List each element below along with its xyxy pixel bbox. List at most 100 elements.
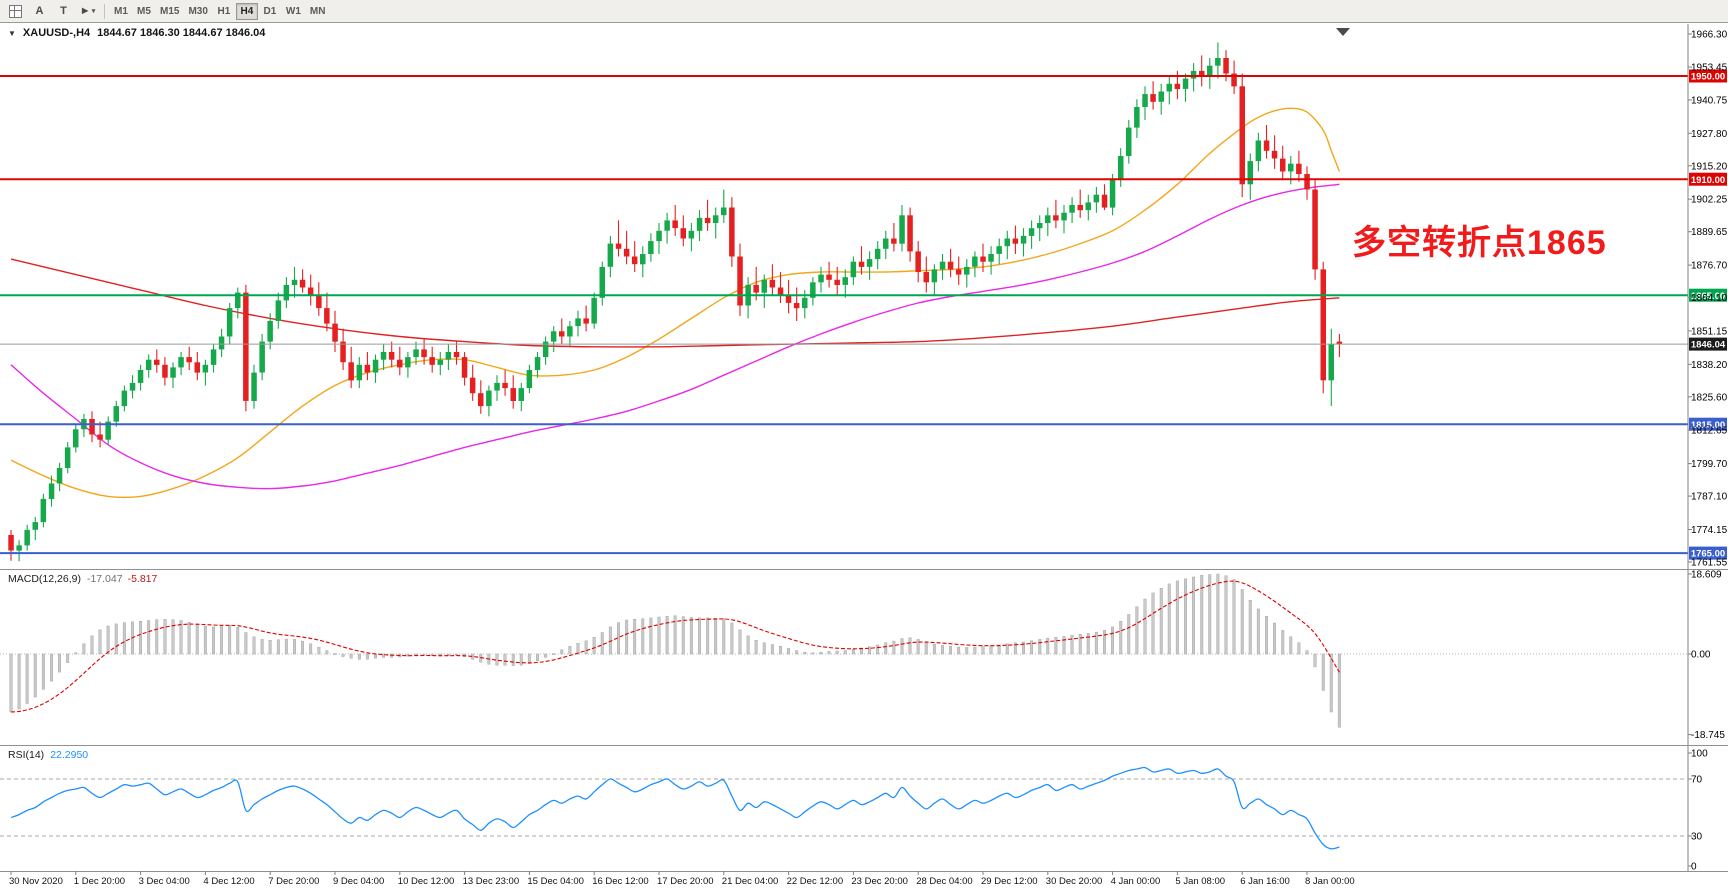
chart-shift-marker[interactable] [1336, 28, 1350, 36]
macd-label: MACD(12,26,9) -17.047 -5.817 [8, 573, 157, 585]
svg-text:1927.80: 1927.80 [1691, 129, 1728, 140]
time-label: 17 Dec 20:00 [657, 876, 714, 887]
toolbar-separator [104, 3, 105, 19]
svg-text:1846.04: 1846.04 [1691, 340, 1726, 351]
price-axis[interactable]: 1966.30 1953.45 1940.75 1927.80 1915.20 1902.… [1687, 24, 1728, 871]
time-label: 21 Dec 04:00 [722, 876, 779, 887]
timeframe-M5-button[interactable]: M5 [137, 5, 151, 17]
time-label: 13 Dec 23:00 [463, 876, 520, 887]
time-label: 16 Dec 12:00 [592, 876, 649, 887]
price-badge-1950.00 [1689, 69, 1727, 83]
time-label: 22 Dec 12:00 [787, 876, 844, 887]
current-price-badge [1689, 337, 1727, 351]
macd-signal-line[interactable] [10, 580, 1340, 713]
svg-text:1825.60: 1825.60 [1691, 392, 1728, 403]
macd-value-signal: -5.817 [127, 573, 158, 585]
chart-grid-button[interactable] [4, 1, 27, 21]
macd-pane: 18.609 0.00 -18.745 [0, 570, 1725, 741]
timeframe-group: M1 M5 M15 M30 H1 H4 D1 W1 MN [110, 2, 329, 20]
timeframe-M30-button[interactable]: M30 [188, 5, 208, 17]
pointer-tool-button[interactable]: ► ▾ [76, 1, 99, 21]
timeframe-H1-button[interactable]: H1 [217, 5, 231, 17]
svg-text:1761.55: 1761.55 [1691, 558, 1728, 569]
time-label: 30 Nov 2020 [9, 876, 63, 887]
rsi-name: RSI(14) [8, 749, 45, 761]
price-badge-1865.00 [1689, 288, 1727, 302]
drawing-tools-group: A T ► ▾ [4, 1, 99, 21]
svg-text:1966.30: 1966.30 [1691, 30, 1728, 41]
text-label-t-button[interactable]: T [52, 1, 75, 21]
timeframe-M1-button[interactable]: M1 [114, 5, 128, 17]
time-label: 6 Jan 16:00 [1240, 876, 1290, 887]
time-label: 29 Dec 12:00 [981, 876, 1038, 887]
time-label: 3 Dec 04:00 [139, 876, 190, 887]
chart-grid-icon [9, 4, 22, 18]
dropdown-caret-icon: ▾ [91, 8, 96, 15]
svg-text:100: 100 [1691, 749, 1708, 760]
svg-text:1815.00: 1815.00 [1691, 420, 1725, 431]
svg-text:1812.65: 1812.65 [1691, 426, 1728, 437]
svg-text:1876.70: 1876.70 [1691, 261, 1728, 272]
svg-text:1851.15: 1851.15 [1691, 326, 1728, 337]
time-label: 23 Dec 20:00 [851, 876, 908, 887]
ma-mid-magenta[interactable] [10, 183, 1340, 490]
svg-text:0.00: 0.00 [1691, 650, 1711, 661]
svg-text:1889.65: 1889.65 [1691, 227, 1728, 238]
price-badge-1910.00 [1689, 172, 1727, 186]
text-label-a-button[interactable]: A [28, 1, 51, 21]
time-label: 28 Dec 04:00 [916, 876, 973, 887]
text-label-t-icon: T [60, 5, 67, 17]
svg-text:1774.15: 1774.15 [1691, 525, 1728, 536]
timeframe-D1-button[interactable]: D1 [263, 5, 277, 17]
ma-fast-orange[interactable] [10, 107, 1341, 499]
time-label: 5 Jan 08:00 [1175, 876, 1225, 887]
svg-text:1799.70: 1799.70 [1691, 459, 1728, 470]
ma-slow-red[interactable] [10, 258, 1340, 348]
timeframe-MN-button[interactable]: MN [309, 5, 326, 17]
pointer-tool-icon: ► [79, 5, 91, 17]
time-label: 4 Jan 00:00 [1111, 876, 1161, 887]
svg-text:1864.10: 1864.10 [1691, 293, 1728, 304]
time-label: 15 Dec 04:00 [527, 876, 584, 887]
svg-text:-18.745: -18.745 [1691, 730, 1725, 741]
timeframe-M15-button[interactable]: M15 [160, 5, 180, 17]
time-label: 4 Dec 12:00 [203, 876, 254, 887]
svg-text:1953.45: 1953.45 [1691, 63, 1728, 74]
macd-name: MACD(12,26,9) [8, 573, 81, 585]
rsi-label: RSI(14) 22.2950 [8, 749, 88, 761]
toolbar: A T ► ▾ M1 M5 M15 M30 H1 H4 D1 W1 MN [0, 0, 1728, 23]
rsi-line[interactable] [10, 766, 1340, 850]
svg-text:1950.00: 1950.00 [1691, 72, 1725, 83]
svg-text:1787.10: 1787.10 [1691, 492, 1728, 503]
time-label: 8 Jan 00:00 [1305, 876, 1355, 887]
svg-text:1902.25: 1902.25 [1691, 195, 1728, 206]
svg-text:1915.20: 1915.20 [1691, 161, 1728, 172]
price-badge-1815.00 [1689, 417, 1727, 431]
ohlc-values: 1844.67 1846.30 1844.67 1846.04 [97, 27, 266, 39]
rsi-pane: 100 70 30 0 [0, 749, 1708, 873]
time-label: 30 Dec 20:00 [1046, 876, 1103, 887]
timeframe-W1-button[interactable]: W1 [285, 5, 301, 17]
svg-text:1940.75: 1940.75 [1691, 95, 1728, 106]
horizontal-levels: 1950.00 1910.00 1865.00 1815.00 1765.00 1846.… [0, 69, 1727, 560]
svg-text:1838.20: 1838.20 [1691, 360, 1728, 371]
macd-value-main: -17.047 [86, 573, 123, 585]
time-label: 1 Dec 20:00 [74, 876, 125, 887]
symbol-label: XAUUSD-,H4 [22, 27, 91, 39]
svg-text:30: 30 [1691, 832, 1703, 843]
svg-text:1910.00: 1910.00 [1691, 175, 1725, 186]
svg-text:18.609: 18.609 [1691, 570, 1722, 581]
one-click-panel-toggle-icon[interactable]: ▼ [8, 28, 16, 38]
time-label: 10 Dec 12:00 [398, 876, 455, 887]
candles-layer [8, 42, 1343, 562]
annotation-text[interactable]: 多空转折点1865 [1352, 224, 1607, 262]
rsi-value: 22.2950 [50, 749, 89, 761]
time-axis[interactable]: 30 Nov 2020 1 Dec 20:00 3 Dec 04:00 4 Dec 1… [9, 871, 1355, 887]
time-label: 9 Dec 04:00 [333, 876, 384, 887]
svg-text:1865.00: 1865.00 [1691, 291, 1725, 302]
price-badge-1765.00 [1689, 546, 1727, 560]
chart-title: ▼ XAUUSD-,H4 1844.67 1846.30 1844.67 184… [8, 27, 265, 39]
moving-averages[interactable] [10, 107, 1341, 499]
timeframe-H4-button[interactable]: H4 [235, 2, 258, 20]
